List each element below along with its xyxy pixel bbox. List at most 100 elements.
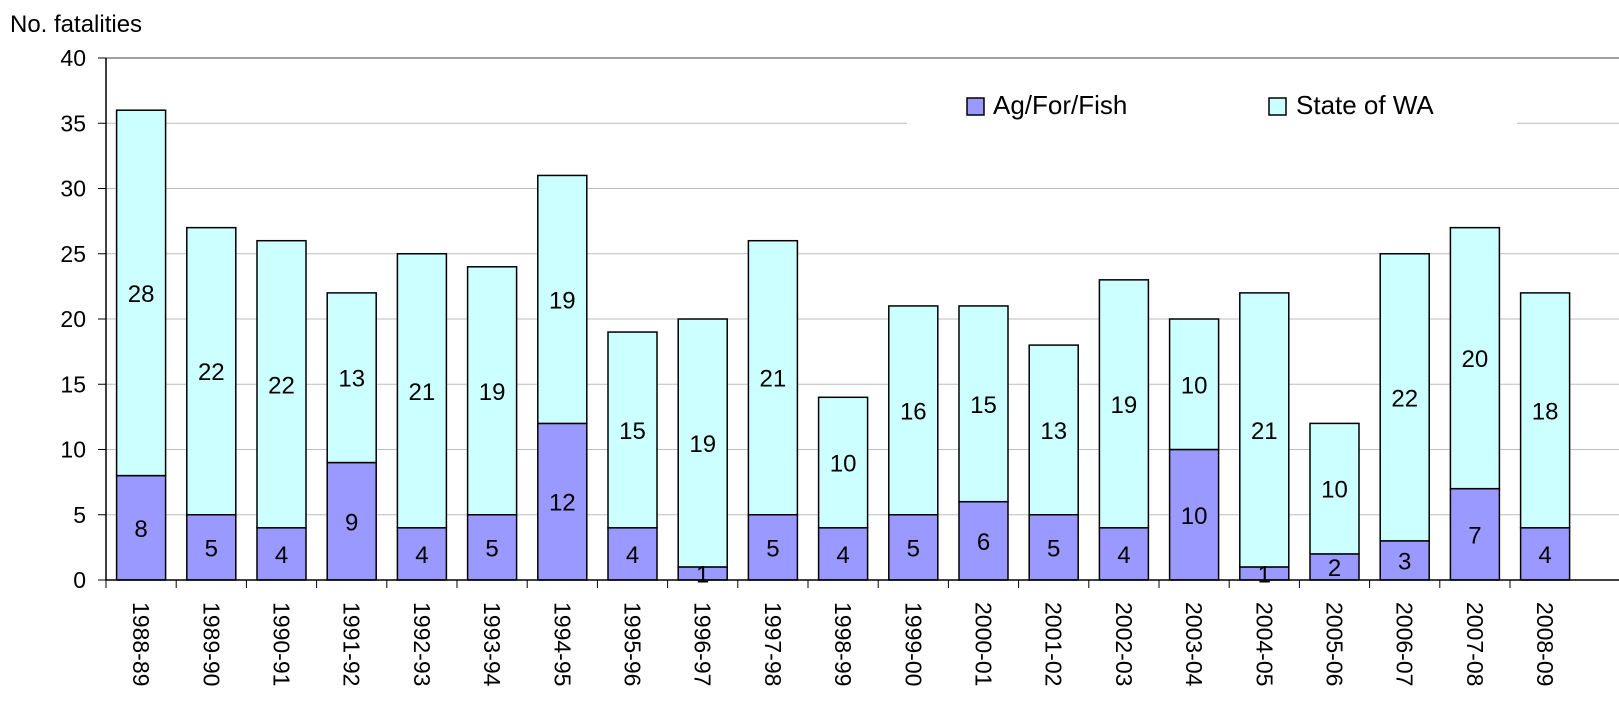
bar-segment-state-of-wa (186, 226, 237, 516)
x-tick-label: 1997-98 (760, 602, 786, 686)
x-tick-label: 1999-00 (900, 602, 926, 686)
bar-segment-ag-for-fish (958, 500, 1009, 581)
bar-segment-ag-for-fish (1028, 514, 1079, 581)
bar-segment-state-of-wa (396, 253, 448, 529)
legend-swatch (1268, 97, 1287, 116)
data-label: 5 (766, 535, 779, 562)
data-label: 4 (836, 542, 849, 569)
bar-segment-ag-for-fish (747, 514, 799, 581)
bar-segment-state-of-wa (1168, 318, 1220, 451)
bar-segment-state-of-wa (817, 396, 869, 529)
y-tick-label: 5 (73, 502, 86, 528)
data-label: 5 (485, 535, 498, 562)
x-tick-label: 1991-92 (339, 602, 365, 686)
bar-segment-state-of-wa (466, 266, 518, 516)
bar-segment-state-of-wa (1309, 422, 1360, 555)
data-label: 15 (970, 392, 997, 419)
data-label: 1 (696, 561, 709, 588)
data-label: 22 (1391, 385, 1418, 412)
x-tick-label: 1988-89 (128, 602, 154, 686)
x-tick-label: 1993-94 (479, 602, 505, 687)
y-tick-label: 40 (60, 45, 86, 71)
data-label: 5 (205, 535, 218, 562)
data-label: 9 (345, 509, 358, 536)
x-tick-label: 2006-07 (1392, 602, 1418, 686)
y-tick-label: 20 (60, 306, 86, 332)
x-tick-label: 2007-08 (1462, 602, 1488, 686)
x-tick-label: 1992-93 (409, 602, 435, 686)
bar-segment-ag-for-fish (607, 527, 658, 581)
y-tick-label: 35 (60, 110, 86, 136)
x-tick-label: 1995-96 (620, 602, 646, 686)
data-label: 4 (1117, 542, 1130, 569)
data-label: 21 (760, 366, 787, 393)
data-label: 5 (1047, 535, 1060, 562)
x-tick-label: 1994-95 (549, 602, 575, 686)
data-label: 2 (1328, 555, 1341, 582)
data-label: 5 (907, 535, 920, 562)
data-label: 19 (1111, 392, 1138, 419)
data-label: 7 (1468, 522, 1481, 549)
data-label: 3 (1398, 548, 1411, 575)
data-label: 22 (198, 359, 225, 386)
x-tick-label: 2001-02 (1041, 602, 1067, 686)
x-tick-label: 1990-91 (269, 602, 295, 686)
data-label: 20 (1462, 346, 1489, 373)
data-label: 4 (1538, 542, 1551, 569)
data-label: 13 (1040, 418, 1067, 445)
data-label: 12 (549, 490, 576, 517)
data-label: 21 (409, 379, 436, 406)
bar-segment-ag-for-fish (1449, 487, 1501, 581)
data-label: 19 (479, 379, 506, 406)
data-label: 8 (134, 516, 147, 543)
bar-segment-ag-for-fish (396, 527, 448, 581)
data-label: 18 (1532, 398, 1559, 425)
data-label: 28 (128, 281, 155, 308)
x-tick-label: 1998-99 (830, 602, 856, 686)
data-label: 1 (1258, 561, 1271, 588)
bar-segment-ag-for-fish (1519, 527, 1571, 581)
y-axis-label: No. fatalities (10, 11, 142, 38)
bar-segment-state-of-wa (1449, 226, 1501, 490)
data-label: 16 (900, 398, 927, 425)
data-labels: 8285224229134215191219415119521410516615… (128, 281, 1559, 589)
bar-segment-ag-for-fish (1379, 540, 1430, 581)
bar-segment-state-of-wa (607, 331, 658, 529)
x-tick-label: 1996-97 (690, 602, 716, 686)
data-label: 4 (275, 542, 288, 569)
x-tick-label: 1989-90 (198, 602, 224, 686)
data-label: 19 (549, 287, 576, 314)
data-label: 4 (415, 542, 428, 569)
data-label: 10 (1181, 503, 1208, 530)
y-tick-label: 0 (73, 567, 86, 593)
data-label: 13 (338, 366, 365, 393)
x-tick-label: 2002-03 (1111, 602, 1137, 686)
bar-segment-state-of-wa (1519, 292, 1571, 529)
bar-segment-ag-for-fish (888, 514, 939, 581)
bar-segment-state-of-wa (1239, 292, 1290, 568)
y-tick-label: 10 (60, 437, 86, 463)
bar-segment-state-of-wa (537, 174, 588, 425)
data-label: 10 (830, 451, 857, 478)
bar-segment-state-of-wa (677, 318, 728, 568)
x-tick-label: 2005-06 (1322, 602, 1348, 686)
legend-label: Ag/For/Fish (993, 90, 1127, 120)
x-tick-label: 2000-01 (971, 602, 997, 686)
legend-box (907, 78, 1517, 124)
bar-segment-state-of-wa (1098, 279, 1150, 529)
x-tick-label: 2003-04 (1181, 602, 1207, 687)
data-label: 6 (977, 529, 990, 556)
x-tick-label: 2004-05 (1251, 602, 1277, 686)
legend-swatch (966, 97, 985, 116)
data-label: 21 (1251, 418, 1278, 445)
data-label: 22 (268, 372, 295, 399)
bar-segment-state-of-wa (256, 239, 307, 529)
y-tick-label: 25 (60, 241, 86, 267)
data-label: 10 (1321, 477, 1348, 504)
data-label: 19 (689, 431, 716, 458)
legend-label: State of WA (1296, 90, 1434, 120)
bar-segment-state-of-wa (1379, 253, 1430, 542)
bar-segment-state-of-wa (747, 239, 799, 516)
